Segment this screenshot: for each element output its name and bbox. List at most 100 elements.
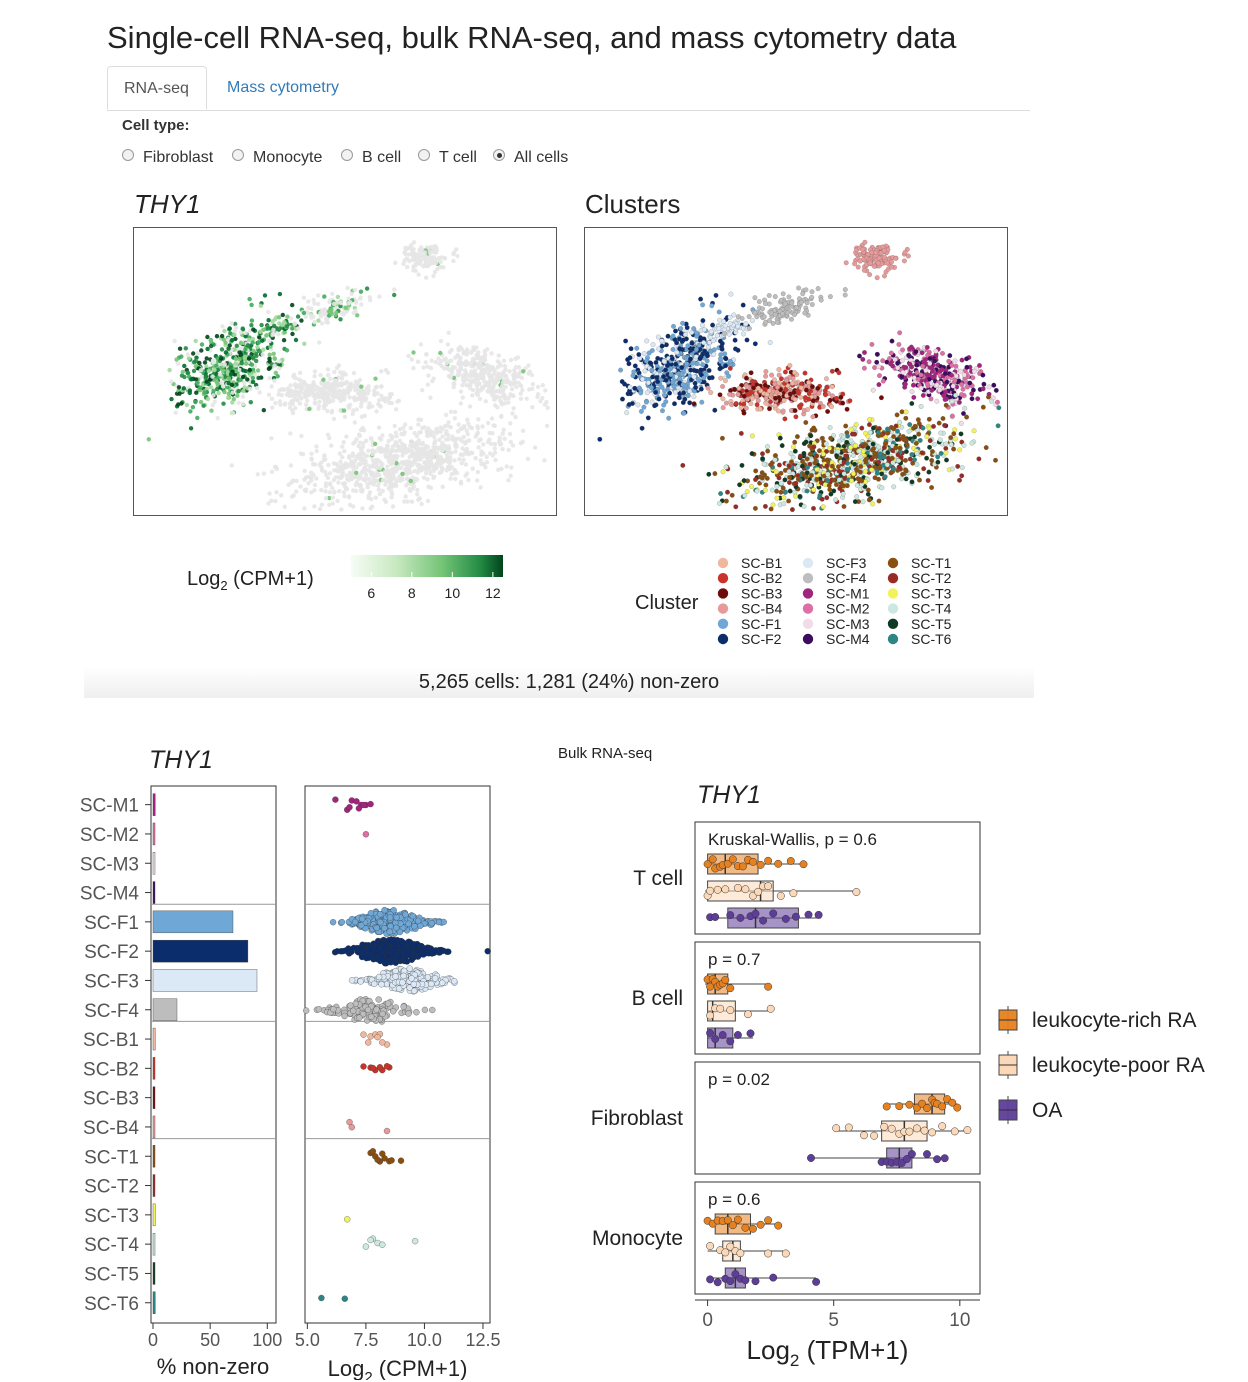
radio-circle-icon[interactable] [232,149,244,161]
cell-point [394,434,399,439]
cell-point [327,502,332,507]
cell-point [198,399,204,405]
cell-point [791,390,797,395]
radio-circle-icon[interactable] [122,149,134,161]
cell-point [460,395,465,400]
cell-point [389,400,394,406]
cell-point [855,476,861,482]
cell-point [319,487,324,493]
percent-nonzero-bar-chart: SC-M1SC-M2SC-M3SC-M4SC-F1SC-F2SC-F3SC-F4… [80,785,282,1379]
legend-swatch [717,573,729,584]
cell-point [746,325,752,331]
cell-point [245,343,251,348]
cell-point [841,471,847,477]
cell-point [452,365,458,370]
cell-point [302,341,307,346]
cell-point [349,464,354,469]
radio-circle-checked-icon[interactable] [493,149,505,161]
cell-point [693,384,698,390]
cell-point [911,394,917,400]
cell-point [818,480,824,486]
cell-point [444,365,449,371]
radio-circle-icon[interactable] [418,149,430,161]
cell-point [219,333,225,339]
cell-point [691,401,697,407]
cell-point [911,382,916,388]
cell-point [716,326,722,331]
cell-point [762,472,768,478]
cell-point [307,406,312,412]
legend-label: SC-F1 [741,616,782,632]
cell-point [234,343,239,348]
cell-point [769,372,775,378]
cell-point [269,436,274,441]
legend-label: SC-T5 [911,616,952,632]
cell-point [864,456,869,462]
cell-point [350,451,356,456]
cell-point [191,351,196,356]
cell-point [506,447,511,453]
cell-point [466,477,471,483]
cell-point [338,459,343,464]
cell-point [456,362,462,367]
cell-point [210,359,216,364]
cell-point [377,294,382,299]
cell-point [229,382,235,387]
cell-point [790,444,796,450]
cell-point [634,345,640,351]
bar [152,969,258,992]
cell-point [947,353,953,359]
cell-point [370,504,375,509]
cell-point [858,464,864,469]
cell-point [991,382,997,388]
cell-point [290,478,296,483]
cell-point [482,349,488,354]
cell-point [312,396,318,401]
cell-point [354,456,359,462]
cell-point [976,456,982,462]
cell-point [460,383,465,388]
tsne-cluster-plot [584,227,1008,516]
cell-point [514,384,519,390]
cell-point [969,440,975,446]
cell-point [809,384,815,390]
cell-point [498,442,503,447]
cell-point [873,250,879,255]
cell-point [240,394,246,399]
cell-point [182,363,187,369]
cell-point [446,465,451,470]
cell-point [450,434,455,439]
tab-rna-seq[interactable]: RNA-seq [107,66,207,110]
cell-point [680,382,686,388]
cell-point [712,471,718,477]
cell-point [193,338,198,344]
cell-point [763,373,769,379]
cell-point [776,367,782,372]
cell-point [249,362,255,367]
cell-point [903,468,909,474]
cell-point [339,471,345,476]
cell-point [376,483,381,488]
cell-point [952,358,958,364]
tab-mass-cytometry[interactable]: Mass cytometry [227,79,340,96]
cell-point [264,333,269,338]
cell-point [749,433,755,439]
cell-point [489,351,494,356]
cell-point [865,491,871,497]
cell-point [293,376,298,381]
cell-point [265,326,270,331]
cell-point [360,487,365,492]
cell-point [340,390,346,395]
cell-point [760,451,765,457]
cell-point [415,359,421,364]
category-label: SC-T6 [84,1294,139,1315]
cell-point [482,352,488,357]
cell-point [372,388,377,393]
cell-point [519,375,525,380]
cell-point [215,416,220,421]
cell-point [212,367,217,373]
radio-circle-icon[interactable] [341,149,353,161]
colorbar-ticks: 6 8 10 12 [367,572,501,601]
cell-point [870,501,876,507]
cell-point [764,475,770,481]
